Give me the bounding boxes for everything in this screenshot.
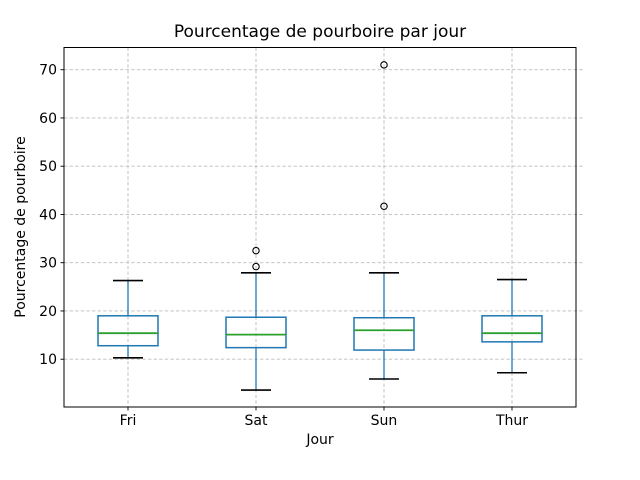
y-tick-label: 70 [39, 62, 57, 78]
x-tick-label-sat: Sat [245, 413, 268, 429]
flier-sun [380, 61, 388, 69]
x-tick-label-fri: Fri [120, 413, 137, 429]
y-tick-label: 50 [39, 159, 57, 175]
x-tick-label-sun: Sun [371, 413, 398, 429]
flier-sat [252, 262, 260, 271]
chart-title: Pourcentage de pourboire par jour [173, 22, 467, 42]
box-sat [225, 316, 287, 349]
flier-sun [380, 202, 388, 211]
y-tick-label: 60 [39, 111, 57, 127]
box-thur [481, 315, 543, 343]
y-tick-label: 20 [39, 304, 57, 320]
x-tick-label-thur: Thur [495, 413, 528, 429]
y-tick-label: 40 [39, 207, 57, 223]
flier-sat [252, 246, 260, 255]
axes-frame [63, 47, 577, 408]
box-sun [353, 316, 415, 351]
y-axis-label: Pourcentage de pourboire [13, 136, 29, 318]
y-tick-label: 10 [39, 352, 57, 368]
box-fri [97, 315, 159, 347]
x-axis-label: Jour [306, 432, 334, 448]
y-tick-label: 30 [39, 256, 57, 272]
